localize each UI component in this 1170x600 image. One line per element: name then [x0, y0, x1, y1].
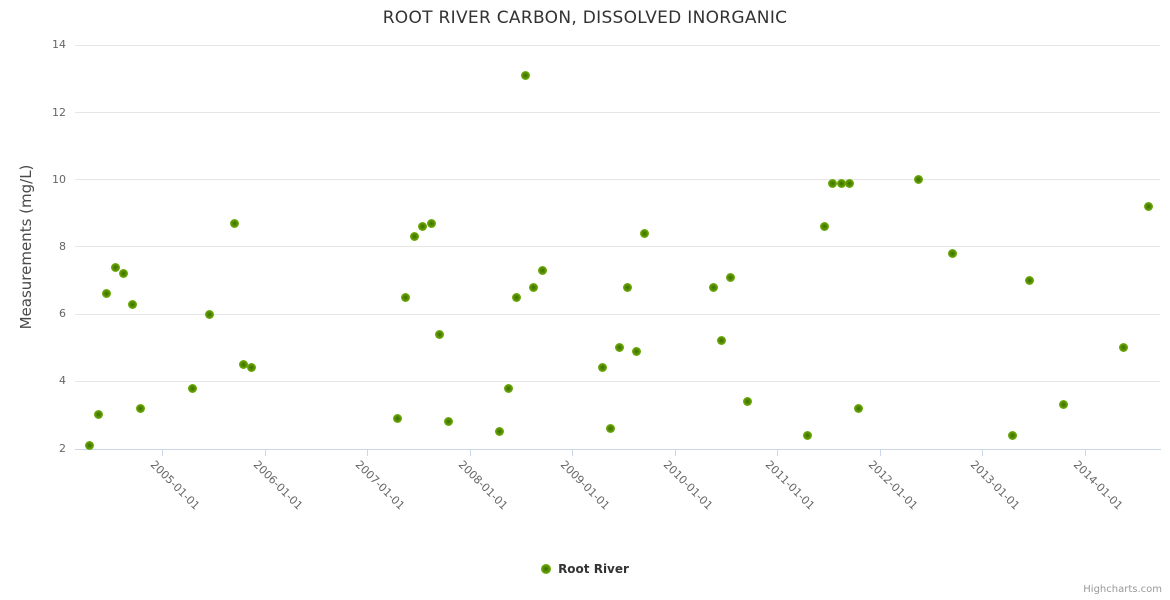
- legend-marker-icon: [541, 564, 552, 574]
- data-point[interactable]: [845, 178, 855, 188]
- x-axis-line: [75, 448, 1161, 450]
- gridline: [75, 246, 1160, 248]
- gridline: [75, 112, 1160, 113]
- data-point[interactable]: [495, 427, 505, 437]
- x-axis-tick: [162, 449, 164, 456]
- legend-item-label: Root River: [558, 562, 629, 576]
- data-point[interactable]: [802, 430, 812, 440]
- y-axis-tick-label: 14: [52, 38, 66, 52]
- highcharts-credits[interactable]: Highcharts.com: [1083, 584, 1162, 595]
- x-axis-tick: [777, 449, 779, 456]
- gridline: [75, 380, 1160, 382]
- data-point[interactable]: [435, 329, 445, 339]
- data-point[interactable]: [136, 403, 146, 413]
- x-axis-tick-label: 2009-01-01: [558, 457, 613, 512]
- gridline: [75, 179, 1160, 181]
- data-point[interactable]: [947, 249, 957, 259]
- data-point[interactable]: [597, 363, 607, 373]
- x-axis-tick-label: 2014-01-01: [1070, 457, 1126, 512]
- data-point[interactable]: [418, 222, 428, 232]
- data-point[interactable]: [529, 282, 539, 292]
- x-axis-tick: [572, 449, 574, 456]
- x-axis-tick: [879, 449, 881, 456]
- x-axis-tick: [264, 449, 266, 456]
- data-point[interactable]: [853, 403, 863, 413]
- data-point[interactable]: [725, 272, 735, 282]
- y-axis-tick-label: 6: [59, 307, 66, 321]
- y-axis-tick-label: 2: [59, 441, 66, 455]
- data-point[interactable]: [520, 71, 530, 81]
- data-point[interactable]: [1007, 430, 1017, 440]
- data-point[interactable]: [102, 289, 112, 299]
- data-point[interactable]: [119, 269, 129, 279]
- data-point[interactable]: [623, 282, 633, 292]
- x-axis-tick: [1084, 449, 1086, 456]
- x-axis-tick: [674, 449, 676, 456]
- data-point[interactable]: [708, 282, 718, 292]
- data-point[interactable]: [1118, 343, 1128, 353]
- x-axis-tick-label: 2008-01-01: [455, 457, 511, 512]
- data-point[interactable]: [85, 440, 95, 450]
- data-point[interactable]: [828, 178, 838, 188]
- x-axis-tick-label: 2010-01-01: [660, 457, 716, 512]
- data-point[interactable]: [443, 417, 453, 427]
- data-point[interactable]: [537, 265, 547, 275]
- x-axis-tick: [367, 449, 369, 456]
- data-point[interactable]: [819, 222, 829, 232]
- x-axis-tick-label: 2011-01-01: [763, 457, 818, 512]
- data-point[interactable]: [1024, 276, 1034, 285]
- data-point[interactable]: [512, 292, 522, 302]
- y-axis-tick-label: 4: [59, 374, 66, 388]
- data-point[interactable]: [392, 413, 402, 423]
- chart-title: ROOT RIVER CARBON, DISSOLVED INORGANIC: [382, 8, 788, 28]
- data-point[interactable]: [1058, 400, 1068, 410]
- x-axis-tick: [982, 449, 984, 456]
- gridline: [75, 44, 1160, 46]
- data-point[interactable]: [631, 346, 641, 356]
- legend: Root River: [0, 562, 1170, 576]
- data-point[interactable]: [93, 410, 103, 420]
- data-point[interactable]: [426, 218, 436, 228]
- data-point[interactable]: [503, 383, 513, 393]
- gridline: [75, 313, 1160, 315]
- data-point[interactable]: [238, 360, 248, 369]
- y-axis-tick-label: 12: [52, 105, 66, 119]
- data-point[interactable]: [110, 262, 120, 272]
- data-point[interactable]: [127, 299, 137, 309]
- data-point[interactable]: [1144, 202, 1154, 212]
- x-axis-tick-label: 2012-01-01: [865, 457, 921, 512]
- data-point[interactable]: [204, 309, 214, 319]
- data-point[interactable]: [401, 292, 411, 302]
- data-point[interactable]: [614, 343, 624, 353]
- x-axis-tick-label: 2007-01-01: [353, 457, 408, 512]
- data-point[interactable]: [230, 218, 240, 228]
- data-point[interactable]: [913, 175, 923, 185]
- data-point[interactable]: [606, 423, 616, 433]
- data-point[interactable]: [742, 396, 752, 406]
- data-point[interactable]: [187, 383, 197, 393]
- y-axis-tick-label: 10: [52, 172, 66, 186]
- x-axis-tick: [469, 449, 471, 456]
- x-axis-tick-label: 2013-01-01: [968, 457, 1023, 512]
- x-axis-tick-label: 2005-01-01: [148, 457, 203, 512]
- legend-item-root-river[interactable]: Root River: [541, 562, 629, 576]
- data-point[interactable]: [717, 336, 727, 346]
- data-point[interactable]: [640, 228, 650, 238]
- y-axis-tick-label: 8: [59, 239, 66, 253]
- data-point[interactable]: [836, 178, 846, 188]
- data-point[interactable]: [409, 232, 419, 242]
- x-axis-tick-label: 2006-01-01: [250, 457, 306, 512]
- data-point[interactable]: [247, 363, 257, 373]
